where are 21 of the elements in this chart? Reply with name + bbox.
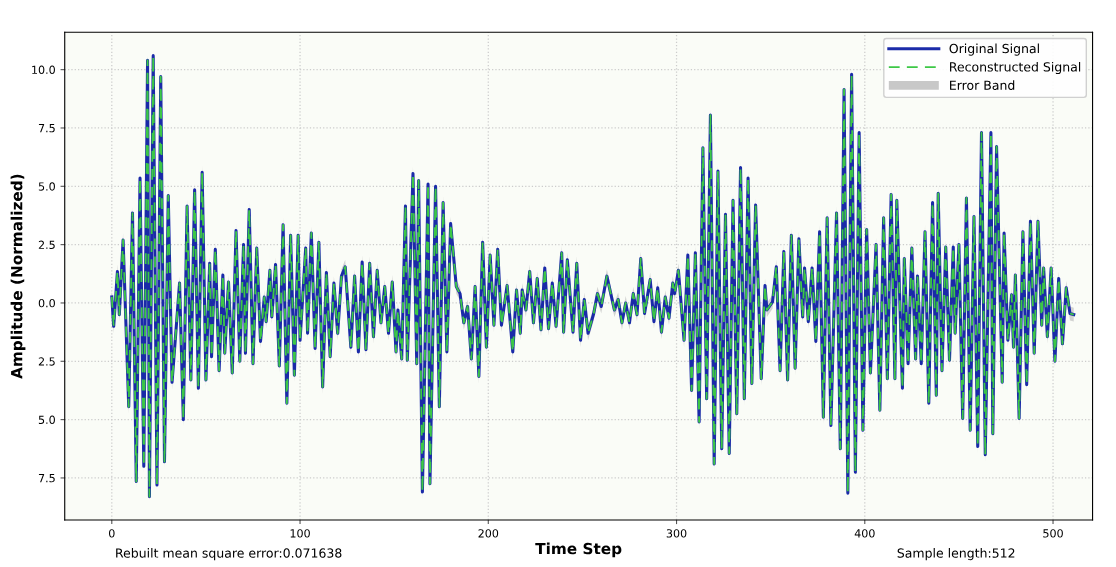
text: Sample length:512 [897,548,1015,561]
x-tick-label: 500 [1043,529,1063,538]
y-tick-label: 2.5 [38,357,55,366]
legend-label: Original Signal [949,43,1039,56]
text: Rebuilt mean square error:0.071638 [116,548,342,561]
x-tick-label: 400 [854,529,875,538]
y-tick-label: 5.0 [38,415,55,424]
y-tick-label: 0.0 [38,298,55,308]
x-tick-label: 300 [666,529,687,538]
y-tick-label: 5.0 [38,182,55,191]
y-tick-label: 2.5 [38,240,55,250]
x-tick-label: 200 [478,529,499,538]
y-tick-label: 10.0 [32,65,55,75]
y-axis-title: Amplitude (Normalized) [10,174,26,379]
y-tick-label: 7.5 [38,124,55,133]
x-axis-title: Time Step [535,542,622,558]
legend-label: Reconstructed Signal [950,61,1081,75]
x-tick-label: 100 [290,529,310,538]
legend-label: Error Band [950,80,1015,90]
y-tick-label: 7.5 [38,474,55,483]
x-tick-label: 0 [108,529,115,538]
